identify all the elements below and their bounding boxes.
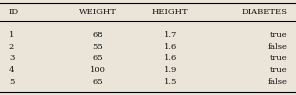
- Text: 1.6: 1.6: [164, 43, 177, 51]
- Text: DIABETES: DIABETES: [241, 8, 287, 16]
- Text: true: true: [269, 54, 287, 62]
- Text: 1.6: 1.6: [164, 54, 177, 62]
- Text: true: true: [269, 31, 287, 39]
- Text: 3: 3: [9, 54, 14, 62]
- Text: true: true: [269, 66, 287, 74]
- Text: 4: 4: [9, 66, 15, 74]
- Text: 100: 100: [90, 66, 106, 74]
- Text: false: false: [267, 78, 287, 86]
- Text: 1: 1: [9, 31, 14, 39]
- Text: 68: 68: [92, 31, 103, 39]
- Text: 1.9: 1.9: [163, 66, 177, 74]
- Text: 2: 2: [9, 43, 14, 51]
- Text: 55: 55: [92, 43, 103, 51]
- Text: ID: ID: [9, 8, 19, 16]
- Text: HEIGHT: HEIGHT: [152, 8, 189, 16]
- Text: 1.5: 1.5: [163, 78, 177, 86]
- Text: WEIGHT: WEIGHT: [79, 8, 117, 16]
- Text: 1.7: 1.7: [163, 31, 177, 39]
- Text: false: false: [267, 43, 287, 51]
- Text: 5: 5: [9, 78, 14, 86]
- Text: 65: 65: [92, 78, 103, 86]
- Text: 65: 65: [92, 54, 103, 62]
